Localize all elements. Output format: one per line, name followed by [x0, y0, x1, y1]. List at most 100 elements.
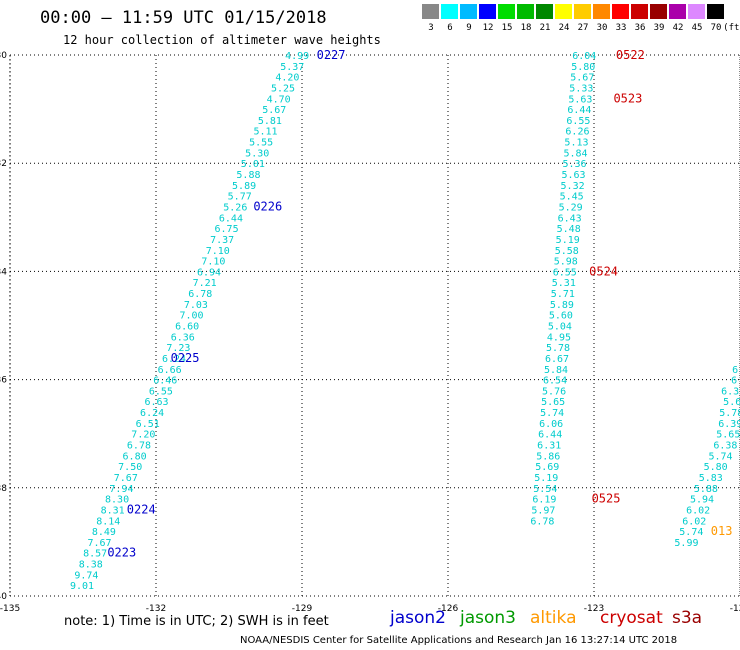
- pass-time-label: 0525: [592, 492, 621, 506]
- pass-time-label: 013: [711, 524, 733, 538]
- wave-height-value: 5.45: [560, 192, 584, 203]
- x-tick-label: -120: [730, 604, 740, 614]
- wave-height-value: 5.11: [253, 127, 277, 138]
- satellite-label-jason3: jason3: [460, 608, 516, 628]
- wave-height-value: 5.31: [552, 278, 576, 289]
- wave-height-value: 5.78: [719, 408, 740, 419]
- wave-height-value: 7.50: [118, 462, 142, 473]
- wave-height-value: 5.94: [690, 495, 714, 506]
- wave-height-value: 6.19: [532, 495, 556, 506]
- wave-height-value: 6.94: [197, 267, 221, 278]
- pass-time-label: 0223: [107, 546, 136, 560]
- wave-height-value: 6.02: [686, 505, 710, 516]
- wave-height-value: 8.49: [92, 527, 116, 538]
- wave-height-value: 6.78: [188, 289, 212, 300]
- wave-height-value: 8.57: [83, 549, 107, 560]
- x-tick-label: -135: [0, 604, 20, 614]
- wave-height-value: 6.04: [572, 51, 596, 62]
- satellite-label-altika: altika: [530, 608, 577, 628]
- wave-height-value: 6.43: [558, 213, 582, 224]
- wave-height-value: 5.97: [531, 505, 555, 516]
- wave-height-value: 6.31: [537, 441, 561, 452]
- y-tick-label: -38: [0, 484, 7, 494]
- legend-swatch: [650, 4, 667, 19]
- wave-height-value: 5.01: [241, 159, 265, 170]
- wave-height-value: 7.03: [184, 300, 208, 311]
- pass-time-label: 0227: [317, 48, 346, 62]
- y-tick-label: -34: [0, 267, 7, 277]
- wave-height-value: 5.63: [568, 94, 592, 105]
- legend-label: 45: [691, 23, 703, 33]
- legend-label: 36: [634, 23, 646, 33]
- wave-height-value: 5.76: [542, 386, 566, 397]
- wave-height-value: 5.80: [704, 462, 728, 473]
- wave-height-value: 6.44: [567, 105, 591, 116]
- wave-height-value: 6.02: [682, 516, 706, 527]
- wave-height-value: 4.70: [267, 94, 291, 105]
- legend-swatch: [422, 4, 439, 19]
- wave-height-value: 6.60: [175, 322, 199, 333]
- legend-label: 21: [539, 23, 551, 33]
- wave-height-value: 5.19: [556, 235, 580, 246]
- wave-height-value: 7.23: [166, 343, 190, 354]
- wave-height-value: 7.94: [109, 484, 133, 495]
- wave-height-value: 5.74: [708, 451, 732, 462]
- y-tick-label: -36: [0, 376, 7, 386]
- wave-height-value: 5.33: [569, 83, 593, 94]
- plot-frame: [9, 54, 740, 597]
- pass-time-label: 0523: [613, 91, 642, 105]
- legend-label: 30: [596, 23, 608, 33]
- wave-height-value: 5.78: [546, 343, 570, 354]
- legend-label: 3: [428, 23, 434, 33]
- wave-height-value: 8.38: [79, 560, 103, 571]
- wave-height-value: 5.04: [548, 322, 572, 333]
- wave-height-value: 6.36: [171, 332, 195, 343]
- wave-height-value: 5.19: [534, 473, 558, 484]
- legend-label: 33: [615, 23, 627, 33]
- legend-label: 42: [672, 23, 684, 33]
- wave-height-value: 4.99: [285, 51, 309, 62]
- wave-height-value: 6.39: [718, 419, 740, 430]
- wave-height-value: 5.71: [551, 289, 575, 300]
- legend-label: 70: [710, 23, 722, 33]
- y-tick-label: -30: [0, 51, 7, 61]
- satellite-label-cryosat: cryosat: [600, 608, 663, 628]
- wave-height-value: 5.80: [571, 62, 595, 73]
- x-tick-label: -123: [584, 604, 604, 614]
- legend-swatch: [536, 4, 553, 19]
- legend-swatch: [517, 4, 534, 19]
- y-tick-label: -32: [0, 159, 7, 169]
- wave-height-value: 5.65: [716, 430, 740, 441]
- legend-label: 6: [447, 23, 453, 33]
- pass-time-label: 0224: [127, 502, 156, 516]
- wave-height-value: 5.81: [258, 116, 282, 127]
- page-subtitle: 12 hour collection of altimeter wave hei…: [63, 33, 381, 47]
- legend-swatch: [555, 4, 572, 19]
- wave-height-value: 6.38: [713, 441, 737, 452]
- wave-height-value: 7.20: [131, 430, 155, 441]
- legend-label: 24: [558, 23, 570, 33]
- legend-unit: (ft): [723, 23, 740, 33]
- wave-height-value: 6: [732, 365, 738, 376]
- pass-time-label: 0226: [253, 199, 282, 213]
- wave-height-value: 7.67: [114, 473, 138, 484]
- wave-height-value: 5.36: [562, 159, 586, 170]
- legend-swatch: [593, 4, 610, 19]
- wave-height-value: 8.31: [101, 505, 125, 516]
- wave-height-value: 7.10: [206, 246, 230, 257]
- credit-line: NOAA/NESDIS Center for Satellite Applica…: [240, 635, 678, 646]
- pass-time-label: 0225: [171, 351, 200, 365]
- legend-swatch: [612, 4, 629, 19]
- wave-height-value: 5.55: [249, 138, 273, 149]
- pass-time-label: 0522: [616, 48, 645, 62]
- wave-height-value: 5.48: [557, 224, 581, 235]
- wave-height-value: 6.67: [545, 354, 569, 365]
- wave-height-value: 5.63: [562, 170, 586, 181]
- wave-height-value: 7.00: [179, 311, 203, 322]
- wave-height-value: 6.78: [127, 441, 151, 452]
- wave-height-value: 5.86: [536, 451, 560, 462]
- legend-swatch: [460, 4, 477, 19]
- legend-swatch: [498, 4, 515, 19]
- satellite-label-s3a: s3a: [672, 608, 703, 628]
- wave-height-value: 9.01: [70, 581, 94, 592]
